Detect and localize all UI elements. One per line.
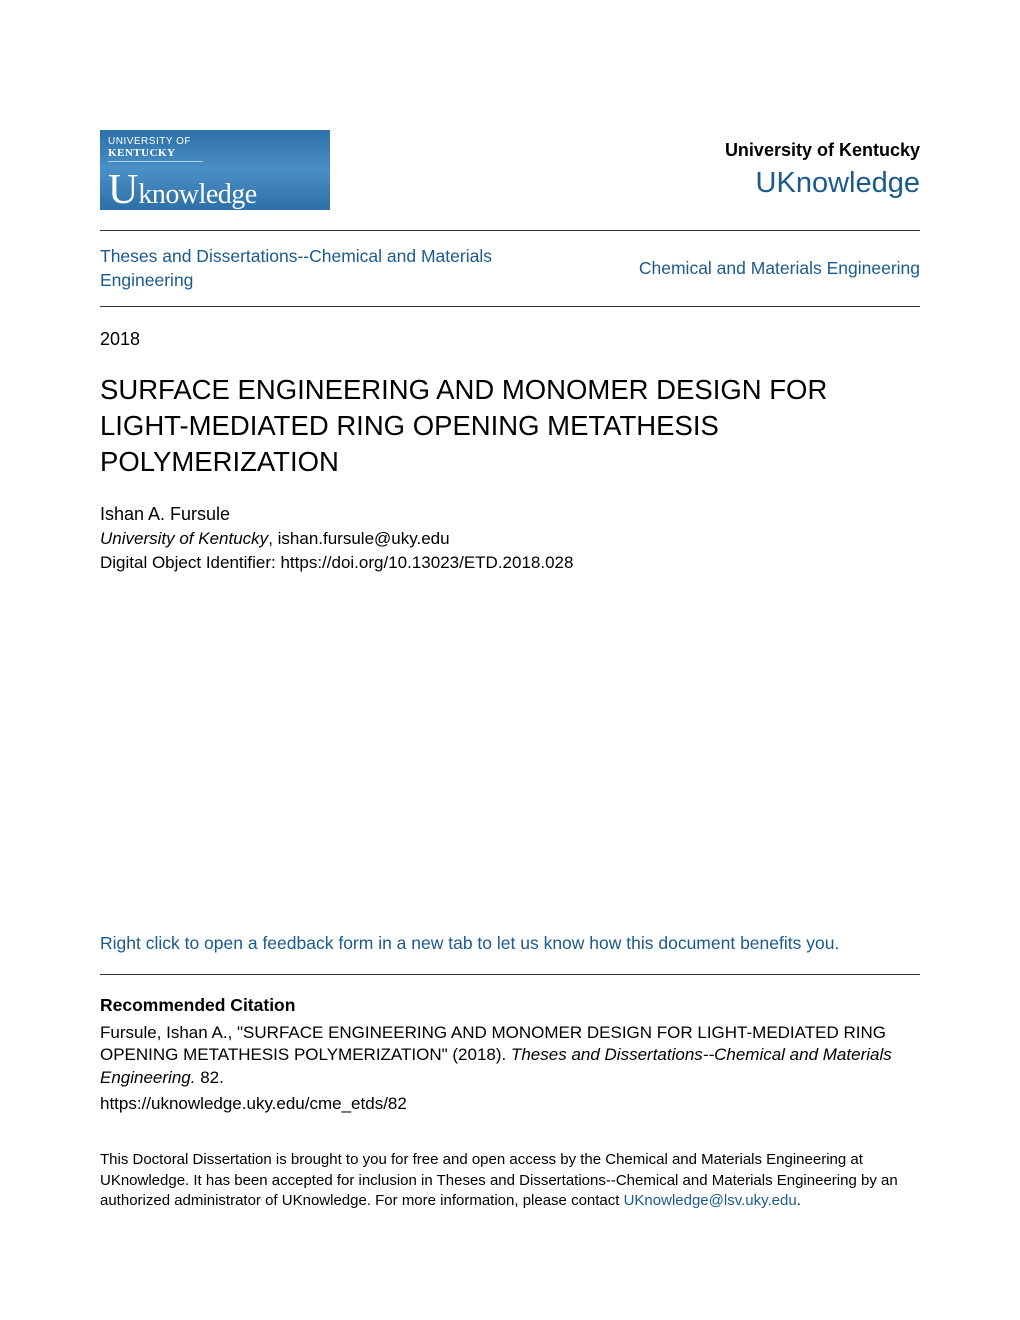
publication-year: 2018 [100, 329, 920, 350]
footer-suffix: . [797, 1192, 801, 1209]
university-name: University of Kentucky [725, 140, 920, 161]
author-affiliation: University of Kentucky [100, 529, 268, 548]
citation-heading: Recommended Citation [100, 995, 920, 1016]
document-title: SURFACE ENGINEERING AND MONOMER DESIGN F… [100, 372, 920, 479]
citation-suffix: 82. [195, 1068, 223, 1087]
divider-breadcrumb [100, 306, 920, 307]
footer-access-statement: This Doctoral Dissertation is brought to… [100, 1150, 920, 1211]
university-block: University of Kentucky UKnowledge [725, 140, 920, 200]
breadcrumb-collection[interactable]: Theses and Dissertations--Chemical and M… [100, 245, 494, 292]
citation-url: https://uknowledge.uky.edu/cme_etds/82 [100, 1094, 920, 1114]
doi-line: Digital Object Identifier: https://doi.o… [100, 553, 920, 573]
divider-feedback [100, 974, 920, 975]
logo-kentucky: KENTUCKY [108, 147, 203, 162]
repository-link[interactable]: UKnowledge [725, 167, 920, 200]
breadcrumb-department[interactable]: Chemical and Materials Engineering [639, 258, 920, 279]
logo-u: U [108, 166, 138, 214]
author-email: , ishan.fursule@uky.edu [268, 529, 449, 548]
footer-contact-link[interactable]: UKnowledge@lsv.uky.edu [624, 1192, 797, 1209]
citation-body: Fursule, Ishan A., "SURFACE ENGINEERING … [100, 1022, 920, 1091]
feedback-link[interactable]: Right click to open a feedback form in a… [100, 933, 920, 954]
logo-university-of: UNIVERSITY OF [108, 136, 322, 147]
author-name: Ishan A. Fursule [100, 504, 920, 525]
uknowledge-logo: UNIVERSITY OF KENTUCKY Uknowledge [100, 130, 330, 210]
logo-knowledge: knowledge [138, 179, 256, 211]
author-affiliation-line: University of Kentucky, ishan.fursule@uk… [100, 529, 920, 549]
